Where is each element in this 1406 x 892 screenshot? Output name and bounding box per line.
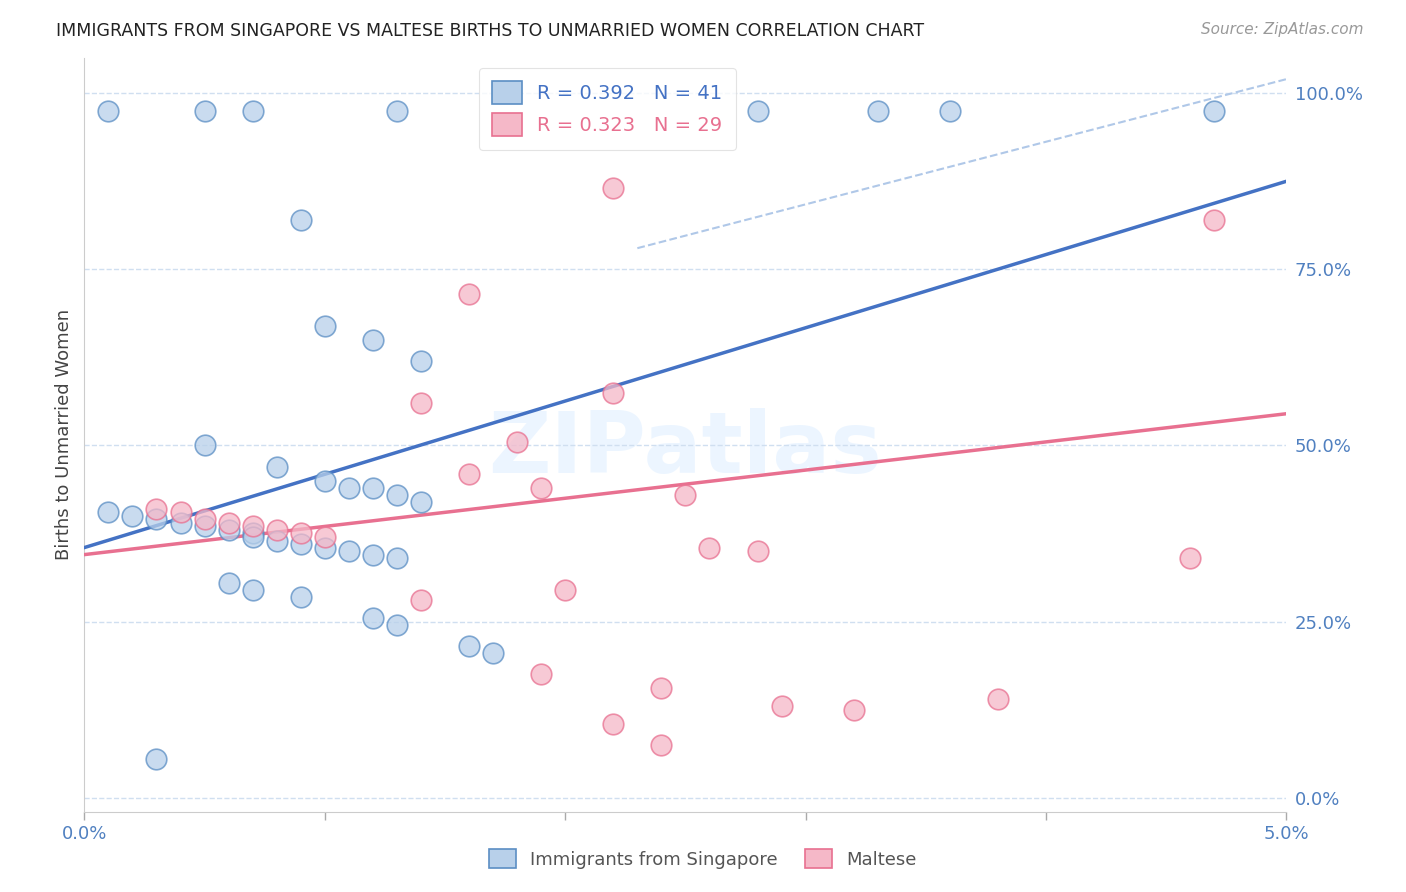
Point — [1204, 213, 1226, 227]
Point — [530, 481, 553, 495]
Point — [242, 530, 264, 544]
Point — [361, 548, 384, 562]
Point — [385, 103, 408, 118]
Legend: Immigrants from Singapore, Maltese: Immigrants from Singapore, Maltese — [482, 841, 924, 876]
Point — [1204, 103, 1226, 118]
Point — [194, 103, 217, 118]
Point — [97, 103, 120, 118]
Point — [458, 287, 481, 301]
Point — [675, 488, 697, 502]
Point — [314, 541, 336, 555]
Point — [747, 103, 769, 118]
Point — [385, 551, 408, 566]
Point — [554, 582, 576, 597]
Point — [145, 512, 167, 526]
Point — [602, 716, 624, 731]
Point — [290, 526, 312, 541]
Point — [290, 213, 312, 227]
Point — [121, 508, 143, 523]
Point — [602, 181, 624, 195]
Point — [218, 575, 240, 590]
Point — [409, 354, 432, 368]
Point — [97, 505, 120, 519]
Point — [361, 611, 384, 625]
Point — [266, 459, 288, 474]
Point — [458, 467, 481, 481]
Point — [290, 590, 312, 604]
Point — [458, 639, 481, 653]
Point — [145, 501, 167, 516]
Point — [939, 103, 962, 118]
Point — [650, 738, 672, 752]
Text: Source: ZipAtlas.com: Source: ZipAtlas.com — [1201, 22, 1364, 37]
Point — [218, 523, 240, 537]
Point — [314, 530, 336, 544]
Point — [650, 681, 672, 696]
Point — [1180, 551, 1202, 566]
Point — [409, 396, 432, 410]
Point — [218, 516, 240, 530]
Text: IMMIGRANTS FROM SINGAPORE VS MALTESE BIRTHS TO UNMARRIED WOMEN CORRELATION CHART: IMMIGRANTS FROM SINGAPORE VS MALTESE BIR… — [56, 22, 924, 40]
Point — [602, 385, 624, 400]
Y-axis label: Births to Unmarried Women: Births to Unmarried Women — [55, 310, 73, 560]
Point — [530, 667, 553, 681]
Point — [770, 699, 793, 714]
Point — [242, 103, 264, 118]
Point — [242, 519, 264, 533]
Text: ZIPatlas: ZIPatlas — [488, 409, 883, 491]
Point — [987, 692, 1010, 706]
Point — [866, 103, 889, 118]
Point — [337, 544, 360, 558]
Point — [699, 541, 721, 555]
Point — [314, 318, 336, 333]
Point — [314, 474, 336, 488]
Point — [145, 752, 167, 766]
Point — [361, 481, 384, 495]
Point — [361, 333, 384, 347]
Point — [194, 438, 217, 452]
Point — [242, 582, 264, 597]
Point — [385, 618, 408, 632]
Point — [194, 512, 217, 526]
Point — [266, 523, 288, 537]
Point — [409, 495, 432, 509]
Point — [385, 488, 408, 502]
Point — [482, 646, 505, 660]
Point — [337, 481, 360, 495]
Point — [506, 434, 529, 449]
Point — [242, 526, 264, 541]
Point — [842, 702, 865, 716]
Point — [409, 593, 432, 607]
Legend: R = 0.392   N = 41, R = 0.323   N = 29: R = 0.392 N = 41, R = 0.323 N = 29 — [479, 68, 735, 150]
Point — [290, 537, 312, 551]
Point — [266, 533, 288, 548]
Point — [194, 519, 217, 533]
Point — [169, 505, 191, 519]
Point — [747, 544, 769, 558]
Point — [169, 516, 191, 530]
